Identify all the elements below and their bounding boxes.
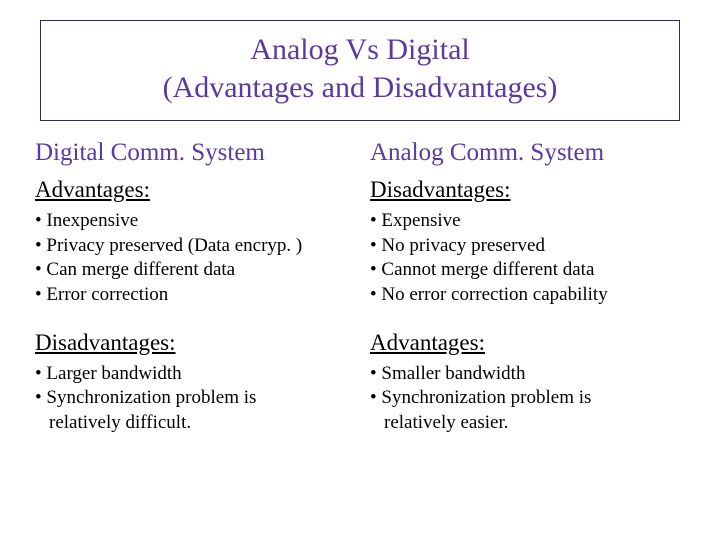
right-column: Analog Comm. System Disadvantages: • Exp… — [370, 139, 685, 458]
left-section2-label: Disadvantages: — [35, 330, 350, 356]
title-line-2: (Advantages and Disadvantages) — [61, 69, 659, 107]
list-item: relatively easier. — [370, 411, 685, 436]
right-heading: Analog Comm. System — [370, 139, 685, 167]
list-item: • Smaller bandwidth — [370, 362, 685, 387]
columns-container: Digital Comm. System Advantages: • Inexp… — [30, 139, 690, 458]
list-item: • Synchronization problem is — [35, 386, 350, 411]
left-section2-list: • Larger bandwidth • Synchronization pro… — [35, 362, 350, 436]
right-section1-label: Disadvantages: — [370, 177, 685, 203]
list-item: • Cannot merge different data — [370, 258, 685, 283]
right-section2-list: • Smaller bandwidth • Synchronization pr… — [370, 362, 685, 436]
right-section1-list: • Expensive • No privacy preserved • Can… — [370, 209, 685, 308]
left-column: Digital Comm. System Advantages: • Inexp… — [35, 139, 350, 458]
list-item: • Can merge different data — [35, 258, 350, 283]
list-item: • Synchronization problem is — [370, 386, 685, 411]
list-item: • Privacy preserved (Data encryp. ) — [35, 234, 350, 259]
list-item: • Inexpensive — [35, 209, 350, 234]
title-box: Analog Vs Digital (Advantages and Disadv… — [40, 20, 680, 121]
list-item: • Expensive — [370, 209, 685, 234]
right-section2-label: Advantages: — [370, 330, 685, 356]
list-item: relatively difficult. — [35, 411, 350, 436]
left-section1-list: • Inexpensive • Privacy preserved (Data … — [35, 209, 350, 308]
list-item: • Error correction — [35, 283, 350, 308]
title-line-1: Analog Vs Digital — [61, 31, 659, 69]
list-item: • No privacy preserved — [370, 234, 685, 259]
left-heading: Digital Comm. System — [35, 139, 350, 167]
left-section1-label: Advantages: — [35, 177, 350, 203]
list-item: • Larger bandwidth — [35, 362, 350, 387]
list-item: • No error correction capability — [370, 283, 685, 308]
